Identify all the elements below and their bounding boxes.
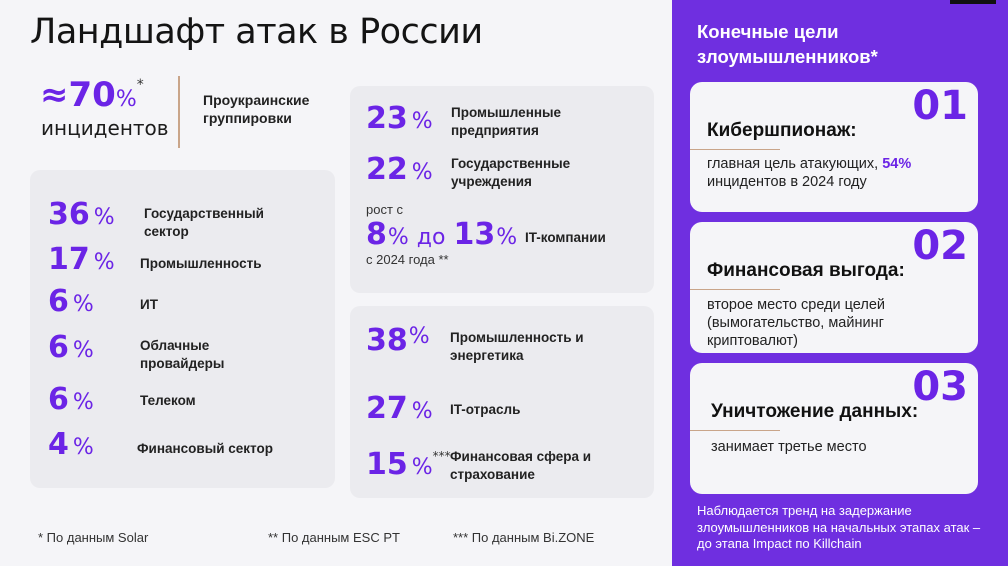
growth-suffix: с 2024 года ** <box>366 252 449 267</box>
goal-number: 01 <box>912 83 968 129</box>
sector-percent: 17% <box>48 242 115 277</box>
goal-text: занимает третье место <box>711 439 867 455</box>
bizone-percent: 15 %*** <box>366 447 451 482</box>
sector-label: ИТ <box>140 297 158 312</box>
esc-label: Промышленные предприятия <box>451 105 562 138</box>
goal-text: главная цель атакующих, 54% инцидентов в… <box>707 156 912 191</box>
sector-label: Облачные провайдеры <box>140 338 225 371</box>
sector-percent: 6% <box>48 382 94 417</box>
growth-label: IT-компании <box>525 230 606 245</box>
esc-label: Государственные учреждения <box>451 156 571 189</box>
footnote-bizone: *** По данным Bi.ZONE <box>453 530 595 545</box>
sector-label: Промышленность <box>140 256 262 271</box>
goal-card-financial: 02 Финансовая выгода: второе место среди… <box>690 222 978 353</box>
growth-values: 8% до 13% <box>366 217 518 252</box>
goal-divider <box>690 430 780 431</box>
bizone-label: IT-отрасль <box>450 402 521 417</box>
bizone-percent: 27% <box>366 391 433 426</box>
footnote-solar: * По данным Solar <box>38 530 149 545</box>
sector-percent: 6% <box>48 330 94 365</box>
goal-card-destruction: 03 Уничтожение данных: занимает третье м… <box>690 363 978 494</box>
goal-number: 03 <box>912 364 968 410</box>
divider <box>178 76 180 148</box>
esc-percent: 22% <box>366 152 433 187</box>
headline-subtitle: инцидентов <box>41 116 169 140</box>
headline-percent: ≈70%* <box>40 75 144 115</box>
goal-divider <box>690 149 780 150</box>
side-note: Наблюдается тренд на задержание злоумышл… <box>697 503 981 552</box>
sectors-card <box>30 170 335 488</box>
page-title: Ландшафт атак в России <box>30 12 483 52</box>
goal-divider <box>690 289 780 290</box>
sector-label: Государственный сектор <box>144 206 264 239</box>
goal-text: второе место среди целей (вымогательство… <box>707 297 886 350</box>
sector-label: Финансовый сектор <box>137 441 273 456</box>
headline-label: Проукраинские группировки <box>203 92 310 127</box>
window-top-bar <box>950 0 996 4</box>
goal-heading: Уничтожение данных: <box>711 401 919 422</box>
sector-percent: 36% <box>48 197 115 232</box>
sector-percent: 6% <box>48 284 94 319</box>
bizone-percent: 38% <box>366 323 430 358</box>
sector-label: Телеком <box>140 393 196 408</box>
side-title: Конечные цели злоумышленников* <box>697 21 878 67</box>
esc-card <box>350 86 654 293</box>
bizone-label: Финансовая сфера и страхование <box>450 449 592 482</box>
goal-card-espionage: 01 Кибершпионаж: главная цель атакующих,… <box>690 82 978 212</box>
esc-percent: 23% <box>366 101 433 136</box>
goal-heading: Кибершпионаж: <box>707 120 857 141</box>
sector-percent: 4% <box>48 427 94 462</box>
bizone-card <box>350 306 654 498</box>
footnote-esc: ** По данным ESC PT <box>268 530 400 545</box>
goal-number: 02 <box>912 223 968 269</box>
goal-heading: Финансовая выгода: <box>707 260 905 281</box>
growth-prefix: рост с <box>366 202 404 217</box>
bizone-label: Промышленность и энергетика <box>450 330 584 363</box>
